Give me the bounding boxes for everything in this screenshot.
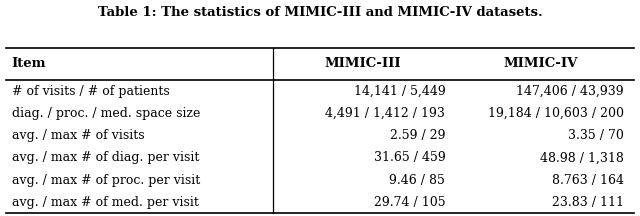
Text: 147,406 / 43,939: 147,406 / 43,939 [516,84,624,98]
Text: 14,141 / 5,449: 14,141 / 5,449 [353,84,445,98]
Text: 19,184 / 10,603 / 200: 19,184 / 10,603 / 200 [488,107,624,120]
Text: # of visits / # of patients: # of visits / # of patients [12,84,169,98]
Text: MIMIC-III: MIMIC-III [324,57,401,70]
Text: 31.65 / 459: 31.65 / 459 [374,151,445,164]
Text: avg. / max # of med. per visit: avg. / max # of med. per visit [12,196,198,209]
Text: 48.98 / 1,318: 48.98 / 1,318 [540,151,624,164]
Text: diag. / proc. / med. space size: diag. / proc. / med. space size [12,107,200,120]
Text: 4,491 / 1,412 / 193: 4,491 / 1,412 / 193 [325,107,445,120]
Text: 29.74 / 105: 29.74 / 105 [374,196,445,209]
Text: MIMIC-IV: MIMIC-IV [504,57,579,70]
Text: Item: Item [12,57,46,70]
Text: 3.35 / 70: 3.35 / 70 [568,129,624,142]
Text: avg. / max # of visits: avg. / max # of visits [12,129,144,142]
Text: 9.46 / 85: 9.46 / 85 [389,173,445,187]
Text: avg. / max # of diag. per visit: avg. / max # of diag. per visit [12,151,199,164]
Text: 8.763 / 164: 8.763 / 164 [552,173,624,187]
Text: 2.59 / 29: 2.59 / 29 [390,129,445,142]
Text: avg. / max # of proc. per visit: avg. / max # of proc. per visit [12,173,200,187]
Text: Table 1: The statistics of MIMIC-III and MIMIC-IV datasets.: Table 1: The statistics of MIMIC-III and… [98,6,542,19]
Text: 23.83 / 111: 23.83 / 111 [552,196,624,209]
